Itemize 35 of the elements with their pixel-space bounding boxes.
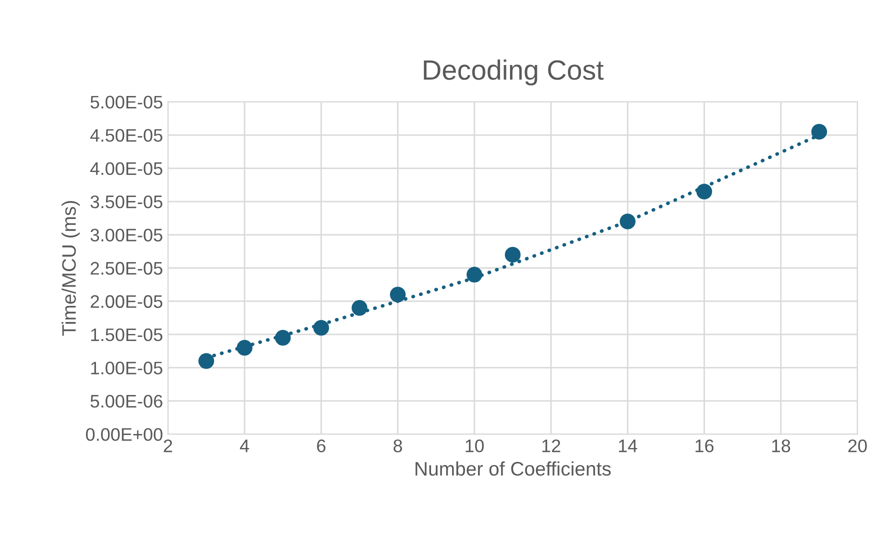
y-tick-label: 3.50E-05: [90, 195, 162, 208]
x-tick-label: 16: [696, 440, 714, 452]
x-tick-label: 18: [772, 440, 790, 452]
point: [313, 320, 330, 336]
y-tick-label: 5.00E-05: [90, 96, 162, 109]
x-tick-label: 6: [317, 440, 326, 452]
y-tick-label: 1.00E-05: [91, 362, 162, 374]
y-tick-label: 0.00E+00: [86, 428, 162, 441]
y-axis-title: Time/MCU (ms): [62, 200, 80, 336]
y-tick-label: 1.50E-05: [91, 328, 162, 342]
y-tick-label: 4.50E-05: [90, 129, 162, 142]
point: [236, 340, 252, 356]
point: [620, 214, 636, 230]
y-tick-label: 2.50E-05: [90, 262, 162, 275]
x-tick-label: 4: [240, 440, 250, 452]
y-tick-label: 2.00E-05: [90, 295, 162, 308]
x-axis-title: Number of Coefficients: [416, 461, 611, 476]
x-tick-label: 12: [542, 440, 560, 452]
chart-title: Decoding Cost: [424, 59, 604, 86]
y-tick-label: 4.00E-05: [90, 162, 162, 176]
point: [390, 286, 406, 302]
x-tick-label: 20: [848, 440, 867, 452]
point: [275, 330, 291, 346]
y-tick-label: 5.00E-06: [90, 394, 162, 408]
y-tick-label: 3.00E-05: [90, 228, 162, 242]
point: [504, 246, 521, 263]
x-tick-label: 14: [618, 440, 638, 452]
point: [466, 266, 482, 283]
point: [198, 353, 214, 369]
point: [352, 300, 368, 316]
point: [696, 184, 712, 200]
x-tick-label: 2: [164, 440, 172, 452]
point: [811, 124, 828, 140]
x-tick-label: 10: [466, 440, 484, 452]
x-tick-label: 8: [394, 440, 402, 452]
